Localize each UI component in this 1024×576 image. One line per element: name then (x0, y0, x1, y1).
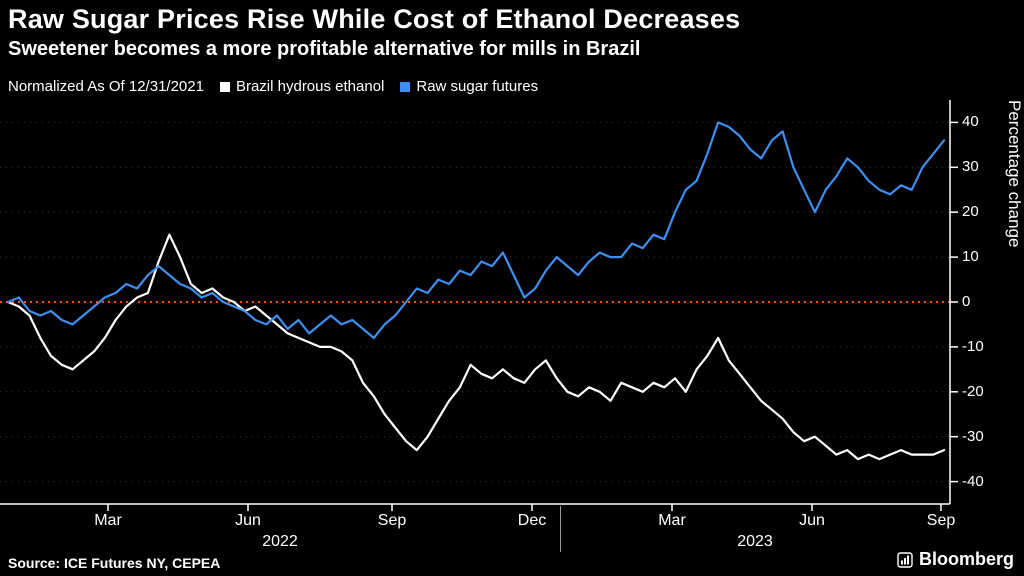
legend-item-ethanol: Brazil hydrous ethanol (219, 78, 385, 95)
y-tick-label: 30 (962, 158, 979, 176)
sugar-swatch-icon (400, 81, 411, 92)
x-tick-label: Sep (926, 512, 956, 529)
x-tick-label: Mar (658, 512, 686, 529)
year-label: 2022 (262, 533, 298, 550)
plot-area (0, 100, 1024, 512)
ethanol-swatch-icon (219, 81, 230, 92)
bloomberg-wordmark: Bloomberg (918, 549, 1014, 569)
legend-item-label: Brazil hydrous ethanol (235, 78, 385, 95)
source-text: Source: ICE Futures NY, CEPEA (8, 555, 221, 571)
page-subtitle: Sweetener becomes a more profitable alte… (8, 38, 641, 60)
year-label: 2023 (737, 533, 773, 550)
y-tick-label: 10 (962, 248, 979, 266)
y-tick-label: -40 (962, 472, 984, 490)
x-tick-label: Jun (235, 512, 261, 529)
y-tick-label: -30 (962, 427, 984, 445)
y-tick-label: 40 (962, 113, 979, 131)
page-title: Raw Sugar Prices Rise While Cost of Etha… (8, 4, 741, 34)
legend-item-sugar: Raw sugar futures (400, 78, 538, 95)
y-tick-label: -20 (962, 382, 984, 400)
y-axis-title: Percentage change (1005, 100, 1024, 248)
y-tick-label: 20 (962, 203, 979, 221)
y-tick-label: 0 (962, 293, 971, 310)
bloomberg-logo-icon (897, 551, 913, 568)
y-tick-label: -10 (962, 337, 984, 355)
x-tick-label: Mar (94, 512, 122, 529)
x-tick-label: Sep (377, 512, 407, 529)
chart-legend: Normalized As Of 12/31/2021 Brazil hydro… (8, 78, 538, 95)
legend-item-label: Raw sugar futures (416, 78, 539, 95)
year-divider (560, 506, 561, 552)
x-tick-label: Dec (517, 512, 547, 529)
x-tick-label: Jun (799, 512, 825, 529)
plot-svg (0, 100, 958, 511)
legend-note: Normalized As Of 12/31/2021 (8, 78, 204, 95)
bloomberg-logo: Bloomberg (897, 549, 1014, 570)
